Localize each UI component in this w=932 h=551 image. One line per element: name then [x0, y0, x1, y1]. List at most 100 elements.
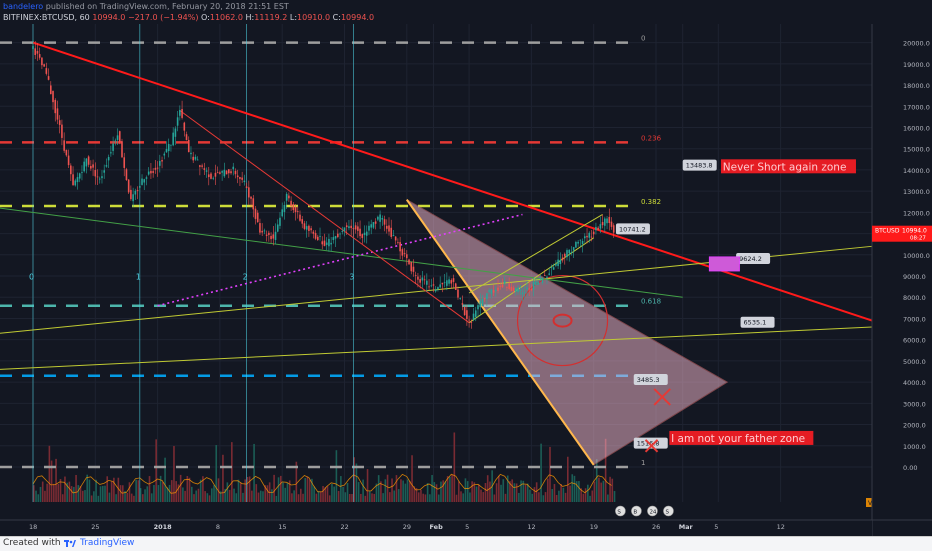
candle-body — [606, 218, 608, 224]
volume-bar — [400, 479, 402, 502]
candle-body — [390, 227, 393, 237]
channel-upper[interactable] — [468, 214, 603, 294]
time-tick-label: Mar — [679, 523, 694, 531]
never-short-price-box[interactable] — [682, 159, 717, 171]
candle-body — [58, 120, 61, 125]
candle-body — [285, 193, 288, 201]
time-tick-label: Feb — [430, 523, 444, 531]
candle-body — [305, 226, 308, 230]
yellow-lower-line[interactable] — [0, 326, 873, 370]
volume-bar — [179, 474, 182, 502]
time-axis[interactable]: 18 25 2018 8 15 22 29 Feb 5 12 19 26 Mar 5 12 — [0, 519, 932, 536]
volume-bar — [455, 494, 458, 502]
target-circle[interactable] — [516, 274, 609, 367]
volume-bar — [544, 492, 547, 502]
candle-body — [506, 286, 508, 288]
event-marker[interactable] — [663, 505, 674, 517]
volume-bar — [90, 495, 93, 502]
candle-body — [374, 221, 377, 224]
volume-bar — [451, 474, 453, 502]
volume-bar — [184, 490, 186, 502]
tradingview-brand[interactable]: TradingView — [80, 538, 135, 548]
candle-body — [78, 173, 81, 179]
candle-body — [359, 228, 361, 237]
author-link[interactable]: bandelero — [3, 2, 44, 11]
event-marker[interactable] — [631, 505, 642, 517]
volume-bar — [33, 485, 35, 502]
candle-body — [114, 140, 117, 142]
target-box-callout-box[interactable] — [736, 253, 771, 265]
candle-body — [377, 216, 379, 220]
event-marker[interactable] — [647, 505, 658, 517]
volume-bar — [371, 493, 373, 502]
current-callout-box[interactable] — [615, 223, 650, 235]
volume-bar — [462, 493, 465, 502]
candle-body — [163, 153, 166, 156]
time-tick-label: 29 — [403, 523, 411, 531]
candle-body — [383, 219, 386, 225]
candle-body — [196, 159, 199, 161]
candle-body — [343, 227, 346, 232]
candle-body — [274, 231, 277, 240]
candle-body — [379, 214, 381, 222]
tradingview-logo-icon[interactable] — [64, 538, 76, 548]
wedge-lower-edge[interactable] — [405, 199, 595, 466]
fib-retracement[interactable]: 0 0.236 0.382 0.618 1 — [0, 35, 662, 469]
x-mark-stroke[interactable] — [653, 388, 671, 406]
price-axis[interactable]: 0.00 1000.0 2000.0 3000.0 4000.0 5000.0 6000.0… — [871, 24, 932, 536]
volume-bar — [457, 481, 460, 502]
volume-bar — [337, 490, 340, 502]
volume-bar — [173, 445, 175, 502]
time-tick-label: 26 — [652, 523, 660, 531]
center-ellipse[interactable] — [552, 313, 573, 328]
secondary-downtrend[interactable] — [179, 110, 470, 324]
volume-bar — [471, 481, 473, 502]
candle-body — [515, 288, 517, 292]
candle-body — [552, 267, 555, 270]
candle-body — [74, 180, 77, 186]
volume-bar — [182, 487, 184, 502]
volume-bar — [360, 493, 362, 502]
volume-bar — [364, 495, 367, 502]
green-line[interactable] — [0, 207, 683, 298]
volume-bar — [57, 483, 60, 502]
candle-body — [535, 281, 537, 286]
volume-bar — [211, 488, 213, 502]
volume-bar — [546, 478, 549, 502]
father-zone[interactable] — [669, 430, 814, 445]
main-downtrend-line[interactable] — [32, 41, 873, 322]
wedge-drawing[interactable] — [405, 199, 729, 466]
current-price-tag[interactable] — [872, 225, 932, 242]
volume-bar — [331, 483, 333, 502]
candle-body — [406, 254, 408, 259]
volume-bar — [119, 485, 122, 502]
candle-body — [503, 281, 506, 284]
candle-body — [388, 225, 390, 232]
candle-body — [199, 165, 201, 167]
event-marker-label: S — [617, 510, 621, 516]
candle-body — [38, 54, 41, 58]
volume-bar — [46, 483, 48, 502]
fib-level-label: 0.618 — [641, 298, 661, 306]
volume-bar — [233, 488, 235, 502]
candle-body — [319, 235, 321, 237]
price-tick-label: 4000.0 — [903, 379, 926, 387]
target-box[interactable] — [708, 256, 740, 272]
volume-bar — [384, 479, 387, 502]
never-short-zone[interactable] — [720, 159, 856, 174]
price-tick-label: 14000.0 — [903, 167, 930, 175]
candle-body — [408, 259, 410, 265]
symbol-name[interactable]: BITFINEX:BTCUSD, 60 — [3, 13, 90, 22]
event-marker[interactable] — [615, 505, 626, 517]
candle-body — [412, 266, 415, 272]
channel-lower[interactable] — [468, 237, 594, 324]
candle-body — [563, 253, 566, 257]
yellow-callout-box[interactable] — [740, 316, 775, 328]
wedge-callout-box[interactable] — [633, 373, 668, 385]
x-mark-stroke[interactable] — [644, 439, 659, 453]
volume-bar — [48, 445, 51, 502]
volume-bar — [589, 495, 591, 502]
father-price-box[interactable] — [633, 437, 668, 449]
candle-body — [125, 169, 128, 181]
